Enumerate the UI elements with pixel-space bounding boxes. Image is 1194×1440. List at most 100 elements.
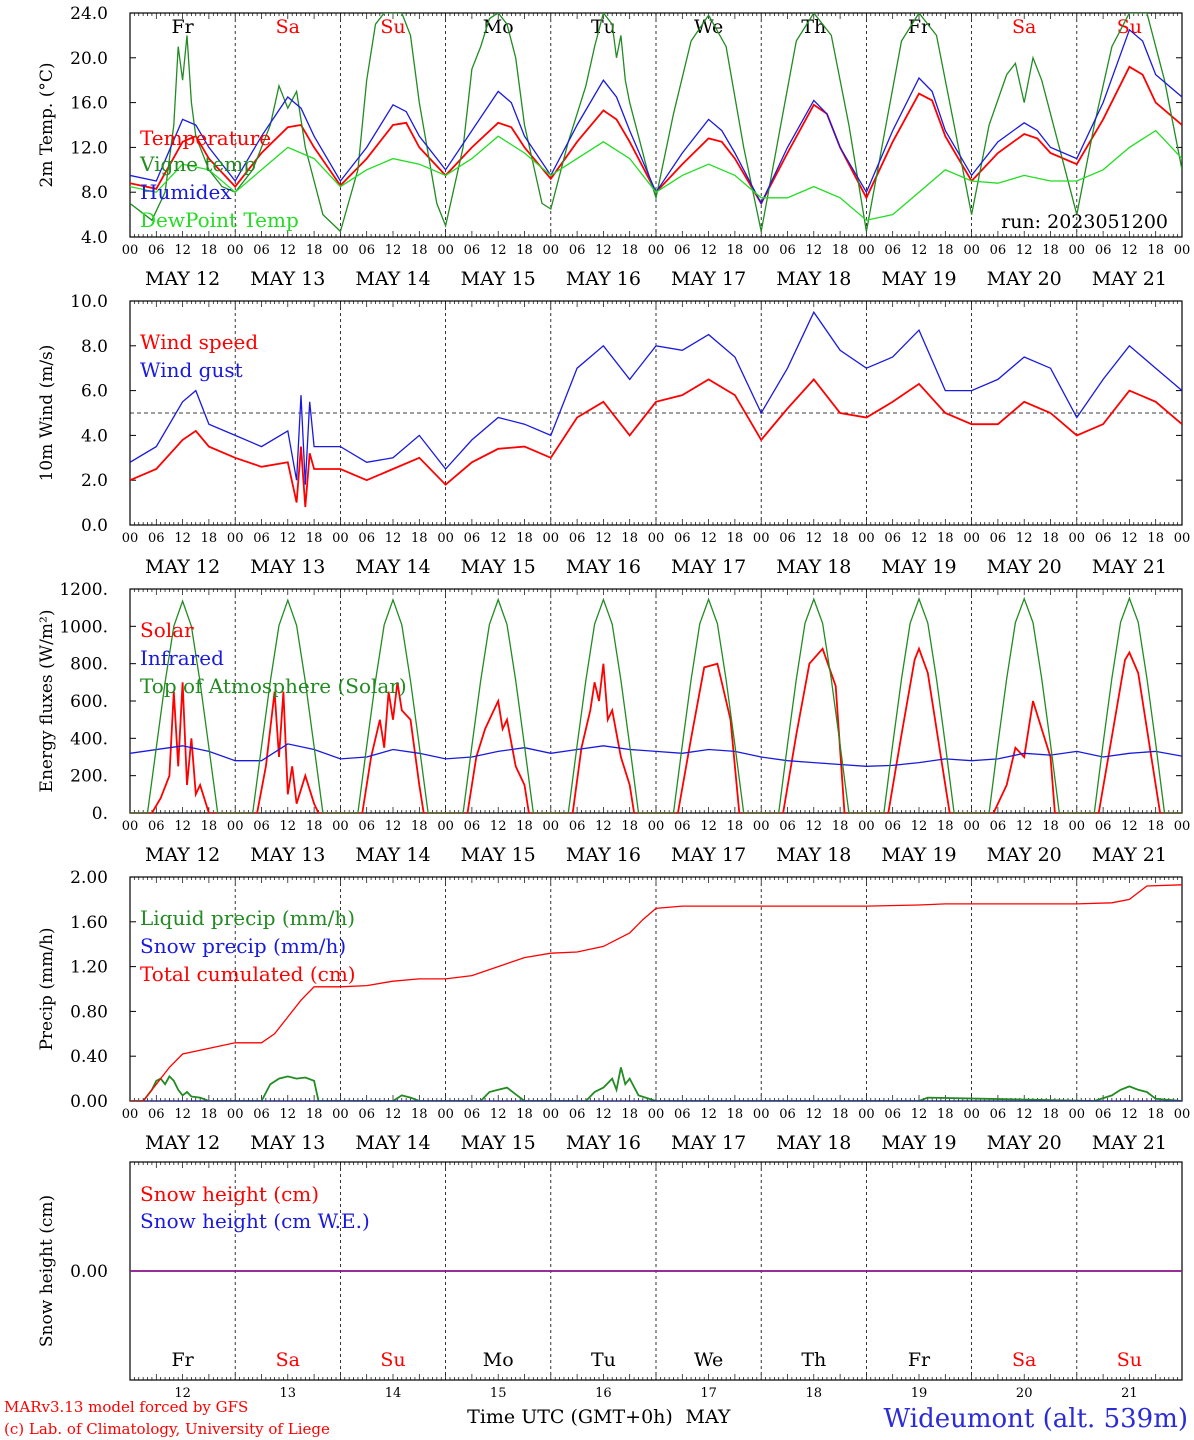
y-tick-label: 600. [70, 692, 108, 712]
hour-tick-label: 18 [411, 243, 428, 258]
plot-frame [129, 12, 1183, 238]
series-line-liquid-precip-mm-h- [130, 1067, 1182, 1101]
hour-tick-label: 12 [174, 819, 191, 834]
date-label: MAY 14 [355, 556, 430, 578]
hour-tick-label: 00 [753, 1107, 770, 1122]
hour-tick-label: 12 [911, 819, 928, 834]
hour-tick-label: 12 [595, 243, 612, 258]
hour-tick-label: 18 [1042, 1107, 1059, 1122]
hour-tick-label: 18 [411, 1107, 428, 1122]
hour-tick-label: 06 [779, 243, 796, 258]
hour-tick-label: 18 [621, 1107, 638, 1122]
hour-tick-label: 18 [1042, 531, 1059, 546]
hour-tick-label: 12 [174, 531, 191, 546]
weekday-label: Sa [276, 16, 300, 38]
day-number-label: 20 [1016, 1386, 1033, 1401]
date-label: MAY 15 [461, 844, 536, 866]
date-label: MAY 14 [355, 268, 430, 290]
weekday-label: Sa [276, 1349, 300, 1371]
hour-tick-label: 12 [806, 819, 823, 834]
date-label: MAY 20 [987, 556, 1062, 578]
hour-tick-label: 00 [227, 243, 244, 258]
hour-tick-label: 12 [595, 819, 612, 834]
hour-tick-label: 12 [490, 1107, 507, 1122]
date-label: MAY 20 [987, 844, 1062, 866]
hour-tick-label: 12 [280, 243, 297, 258]
y-tick-label: 4.0 [81, 426, 108, 446]
hour-tick-label: 06 [464, 531, 481, 546]
y-tick-label: 8.0 [81, 337, 108, 357]
weekday-label: Fr [171, 1349, 194, 1371]
day-number-label: 15 [490, 1386, 507, 1401]
weekday-label: We [694, 1349, 723, 1371]
day-number-label: 16 [595, 1386, 612, 1401]
run-annotation: run: 2023051200 [1001, 211, 1168, 233]
hour-tick-label: 06 [1095, 243, 1112, 258]
hour-tick-label: 12 [700, 819, 717, 834]
hour-tick-label: 06 [253, 819, 270, 834]
hour-tick-label: 00 [963, 531, 980, 546]
day-number-label: 21 [1121, 1386, 1138, 1401]
y-axis-title: 10m Wind (m/s) [37, 345, 57, 482]
y-tick-label: 24.0 [70, 4, 108, 24]
hour-tick-label: 00 [858, 1107, 875, 1122]
hour-tick-label: 12 [1121, 531, 1138, 546]
hour-tick-label: 12 [385, 243, 402, 258]
legend-entry: DewPoint Temp [140, 208, 299, 232]
date-label: MAY 12 [145, 1132, 220, 1154]
hour-tick-label: 18 [201, 243, 218, 258]
date-label: MAY 18 [776, 268, 851, 290]
hour-tick-label: 00 [1069, 243, 1086, 258]
legend-entry: Top of Atmosphere (Solar) [140, 674, 407, 698]
date-label: MAY 16 [566, 268, 641, 290]
hour-tick-label: 00 [1069, 531, 1086, 546]
hour-tick-label: 12 [1016, 531, 1033, 546]
hour-tick-label: 18 [1042, 243, 1059, 258]
date-label: MAY 12 [145, 268, 220, 290]
weekday-label: Fr [908, 16, 931, 38]
series-line-infrared [130, 743, 1182, 767]
hour-tick-label: 00 [858, 819, 875, 834]
date-label: MAY 12 [145, 844, 220, 866]
hour-tick-label: 18 [516, 1107, 533, 1122]
date-label: MAY 19 [881, 556, 956, 578]
series-line-solar [130, 646, 1182, 813]
date-label: MAY 17 [671, 844, 746, 866]
panel-temperature: 4.0 8.0 12.0 16.0 20.0 24.0 2m Temp. (°C) 00 06 1… [37, 4, 1190, 290]
hour-tick-label: 06 [674, 1107, 691, 1122]
y-tick-label: 20.0 [70, 49, 108, 69]
series-line-wind-speed [130, 378, 1182, 508]
hour-tick-label: 00 [122, 1107, 139, 1122]
y-tick-label: 2.0 [81, 471, 108, 491]
hour-tick-label: 00 [753, 243, 770, 258]
hour-tick-label: 18 [306, 819, 323, 834]
hour-tick-label: 06 [779, 819, 796, 834]
legend-entry: Liquid precip (mm/h) [140, 906, 355, 930]
hour-tick-label: 00 [227, 531, 244, 546]
hour-tick-label: 00 [437, 243, 454, 258]
hour-tick-label: 06 [1095, 531, 1112, 546]
date-label: MAY 13 [250, 1132, 325, 1154]
hour-tick-label: 00 [1174, 531, 1191, 546]
hour-tick-label: 12 [490, 819, 507, 834]
y-tick-label: 400. [70, 729, 108, 749]
hour-tick-label: 12 [1121, 819, 1138, 834]
hour-tick-label: 12 [911, 531, 928, 546]
hour-tick-label: 06 [464, 819, 481, 834]
date-label: MAY 20 [987, 268, 1062, 290]
hour-tick-label: 00 [963, 819, 980, 834]
chart-panels: 4.0 8.0 12.0 16.0 20.0 24.0 2m Temp. (°C) 00 06 1… [37, 4, 1190, 1401]
y-tick-label: 0.40 [70, 1047, 108, 1067]
hour-tick-label: 06 [990, 531, 1007, 546]
hour-tick-label: 12 [1016, 819, 1033, 834]
weekday-label: Fr [171, 16, 194, 38]
date-label: MAY 18 [776, 556, 851, 578]
hour-tick-label: 18 [727, 1107, 744, 1122]
hour-tick-label: 06 [148, 1107, 165, 1122]
y-tick-label: 1200. [59, 580, 108, 600]
hour-tick-label: 12 [174, 243, 191, 258]
y-tick-label: 8.0 [81, 183, 108, 203]
hour-tick-label: 06 [884, 819, 901, 834]
hour-tick-label: 06 [884, 531, 901, 546]
legend-entry: Humidex [140, 180, 232, 204]
